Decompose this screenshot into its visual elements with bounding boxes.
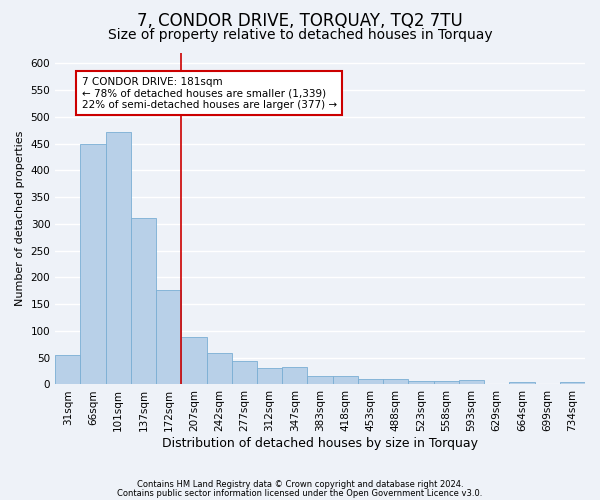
Bar: [409, 380, 434, 384]
Bar: [307, 376, 332, 384]
Text: Contains HM Land Registry data © Crown copyright and database right 2024.: Contains HM Land Registry data © Crown c…: [137, 480, 463, 489]
Bar: [106, 132, 131, 384]
Bar: [509, 382, 535, 384]
Bar: [181, 338, 206, 384]
Bar: [206, 353, 232, 384]
Bar: [383, 379, 409, 384]
Text: 7 CONDOR DRIVE: 181sqm
← 78% of detached houses are smaller (1,339)
22% of semi-: 7 CONDOR DRIVE: 181sqm ← 78% of detached…: [82, 76, 337, 110]
Bar: [560, 382, 585, 384]
Bar: [282, 368, 307, 384]
Bar: [358, 379, 383, 384]
Bar: [257, 368, 282, 384]
Bar: [131, 218, 156, 384]
Bar: [434, 380, 459, 384]
Bar: [332, 376, 358, 384]
X-axis label: Distribution of detached houses by size in Torquay: Distribution of detached houses by size …: [162, 437, 478, 450]
Bar: [459, 380, 484, 384]
Text: Size of property relative to detached houses in Torquay: Size of property relative to detached ho…: [107, 28, 493, 42]
Bar: [232, 362, 257, 384]
Y-axis label: Number of detached properties: Number of detached properties: [15, 131, 25, 306]
Bar: [55, 355, 80, 384]
Bar: [156, 290, 181, 384]
Text: Contains public sector information licensed under the Open Government Licence v3: Contains public sector information licen…: [118, 488, 482, 498]
Bar: [80, 144, 106, 384]
Text: 7, CONDOR DRIVE, TORQUAY, TQ2 7TU: 7, CONDOR DRIVE, TORQUAY, TQ2 7TU: [137, 12, 463, 30]
